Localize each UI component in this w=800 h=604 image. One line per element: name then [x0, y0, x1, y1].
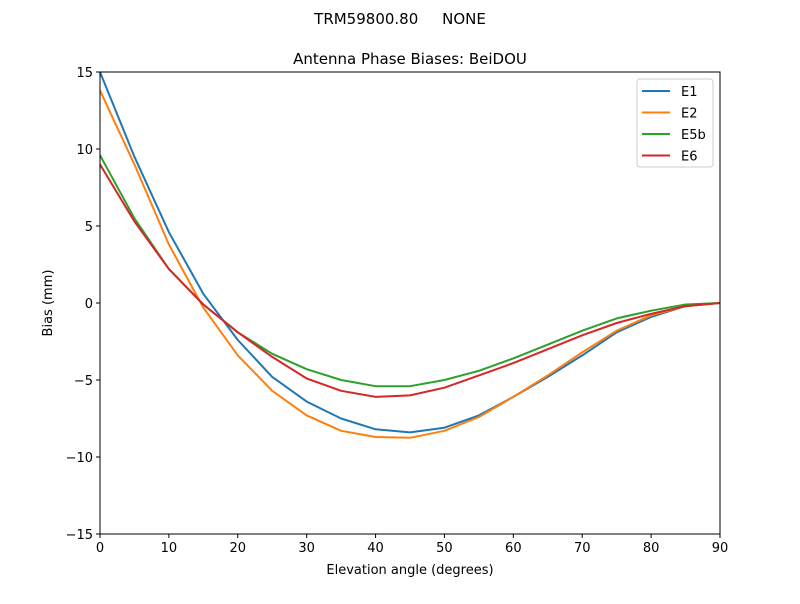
y-axis: −15 −10 −5 0 5 10 15 [66, 66, 100, 543]
legend-label: E6 [681, 150, 698, 165]
x-tick-label: 60 [505, 541, 522, 556]
x-tick-label: 80 [643, 541, 660, 556]
x-axis-label: Elevation angle (degrees) [326, 563, 493, 578]
series-line-e1 [99, 71, 721, 434]
y-tick-label: 0 [85, 297, 93, 312]
x-tick-label: 70 [574, 541, 591, 556]
y-axis-label: Bias (mm) [41, 270, 56, 337]
y-tick-label: −15 [66, 528, 93, 543]
x-tick-label: 10 [161, 541, 178, 556]
legend-label: E2 [681, 107, 698, 122]
plot-frame [99, 71, 721, 535]
x-tick-label: 50 [436, 541, 453, 556]
series-line-e6 [99, 163, 721, 398]
legend-label: E5b [681, 128, 706, 143]
y-tick-label: −5 [74, 374, 93, 389]
chart-title: Antenna Phase Biases: BeiDOU [293, 50, 527, 68]
y-tick-label: 5 [85, 220, 93, 235]
x-tick-label: 40 [367, 541, 384, 556]
y-tick-label: −10 [66, 451, 93, 466]
plot-lines [99, 71, 721, 439]
x-tick-label: 20 [230, 541, 247, 556]
x-tick-label: 30 [298, 541, 315, 556]
y-tick-label: 15 [76, 66, 93, 81]
suptitle: TRM59800.80 NONE [313, 10, 486, 28]
series-line-e2 [99, 90, 721, 439]
legend: E1 E2 E5b E6 [636, 78, 714, 168]
x-tick-label: 90 [712, 541, 729, 556]
x-axis: 0 10 20 30 40 50 60 70 80 90 [96, 534, 728, 556]
legend-box [636, 78, 714, 168]
series-line-e5b [99, 154, 721, 388]
y-tick-label: 10 [76, 143, 93, 158]
x-tick-label: 0 [96, 541, 104, 556]
legend-label: E1 [681, 85, 698, 100]
